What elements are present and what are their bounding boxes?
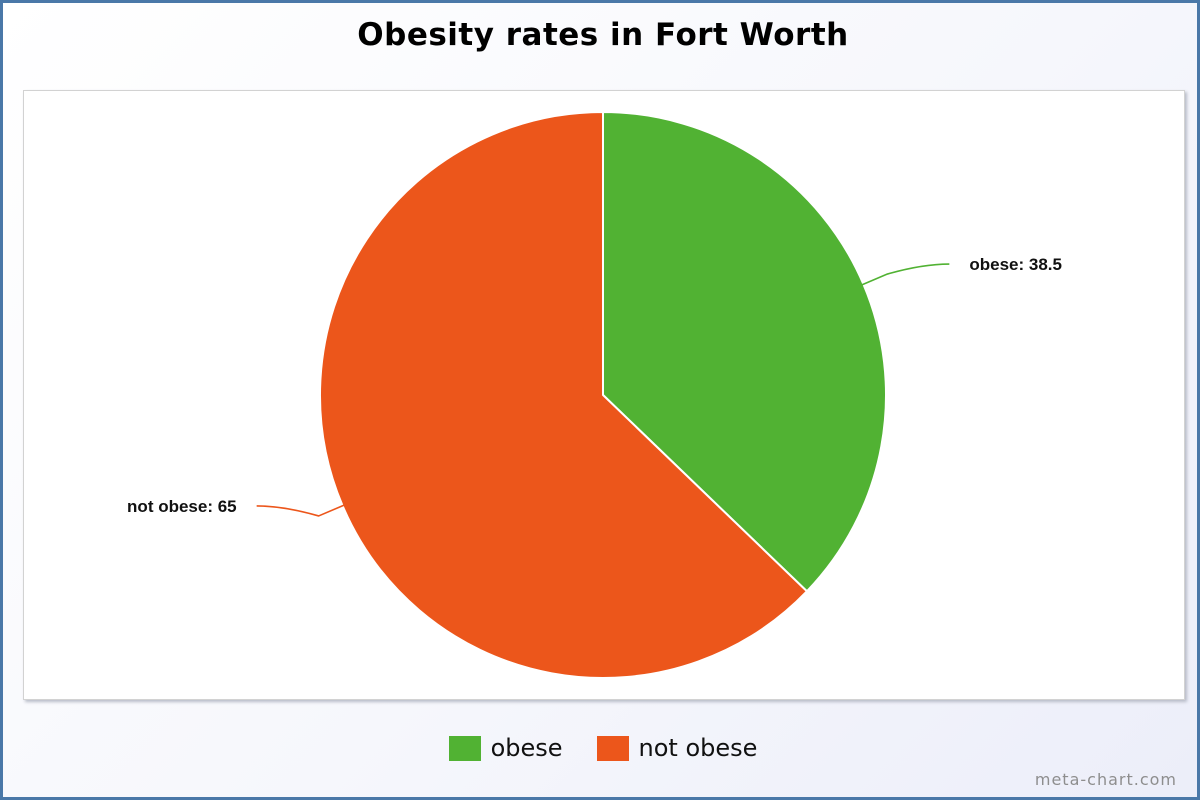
data-label-connector-obese bbox=[861, 263, 950, 286]
chart-title: Obesity rates in Fort Worth bbox=[357, 17, 849, 53]
data-label-connector-not-obese bbox=[256, 504, 345, 517]
legend-item-not-obese[interactable]: not obese bbox=[596, 734, 758, 762]
data-label-obese: obese: 38.5 bbox=[969, 255, 1062, 274]
legend-swatch-obese bbox=[448, 735, 481, 761]
legend-swatch-not-obese bbox=[596, 735, 629, 761]
data-label-not-obese: not obese: 65 bbox=[127, 497, 237, 516]
legend: obese not obese bbox=[3, 734, 1200, 762]
pie-chart: obese: 38.5 not obese: 65 bbox=[127, 111, 1062, 679]
legend-label-not-obese: not obese bbox=[638, 734, 758, 762]
legend-item-obese[interactable]: obese bbox=[448, 734, 563, 762]
legend-label-obese: obese bbox=[490, 734, 563, 762]
watermark: meta-chart.com bbox=[1034, 770, 1177, 789]
